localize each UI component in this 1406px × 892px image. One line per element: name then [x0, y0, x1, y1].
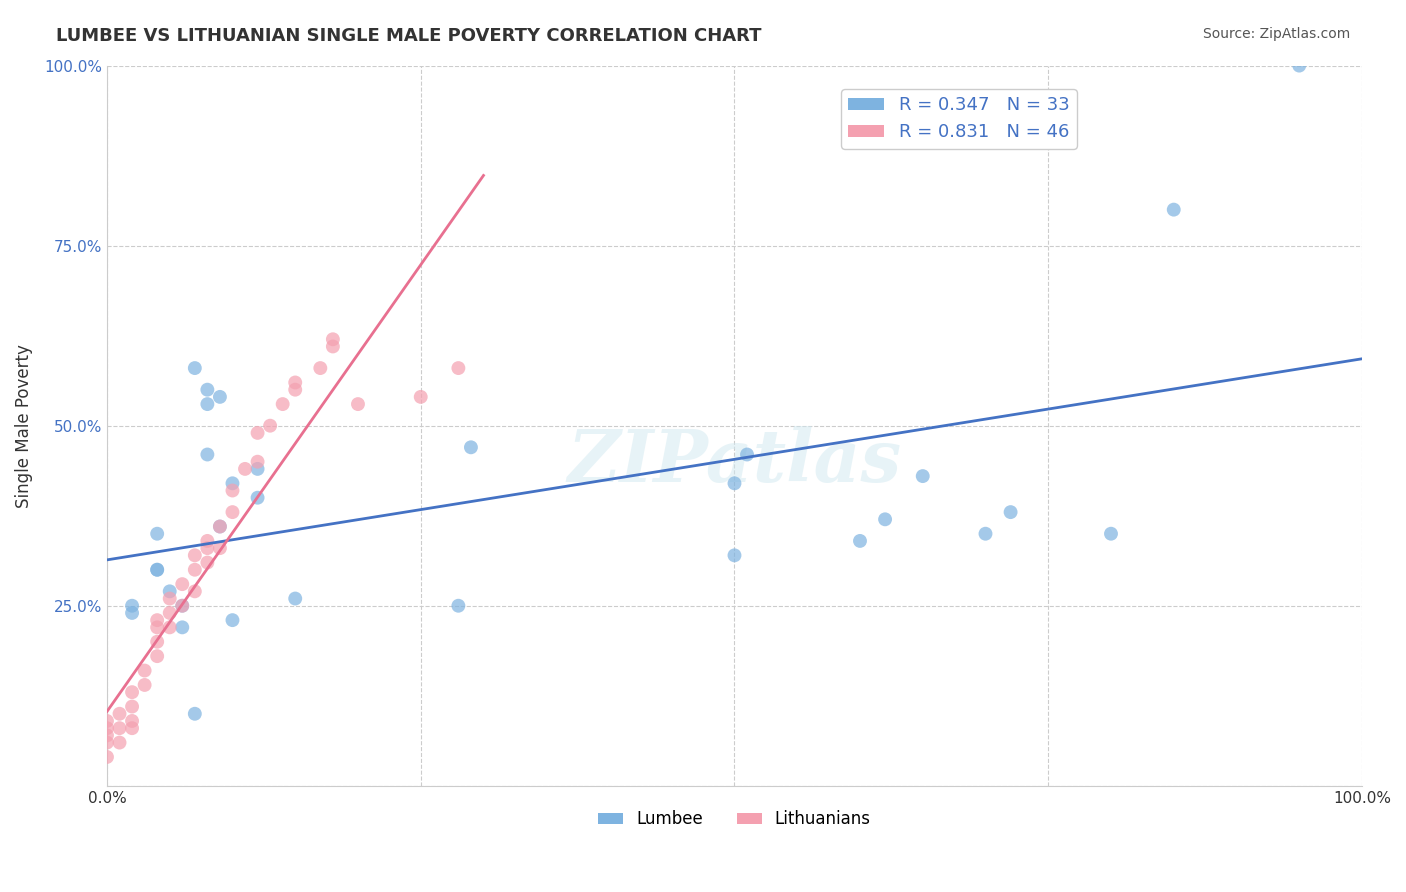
Lumbee: [735, 448, 758, 462]
Lithuanians: [146, 649, 169, 664]
Lithuanians: [322, 332, 344, 346]
Lithuanians: [322, 339, 344, 353]
Lithuanians: [184, 563, 207, 577]
Lithuanians: [121, 721, 143, 735]
Lumbee: [146, 563, 169, 577]
Lithuanians: [108, 735, 131, 749]
Lithuanians: [146, 613, 169, 627]
Lumbee: [875, 512, 897, 526]
Lumbee: [723, 549, 745, 563]
Lumbee: [184, 361, 207, 376]
Lumbee: [1288, 59, 1310, 73]
Lithuanians: [208, 541, 231, 555]
Lumbee: [221, 476, 243, 491]
Lumbee: [1000, 505, 1022, 519]
Lithuanians: [246, 425, 269, 440]
Y-axis label: Single Male Poverty: Single Male Poverty: [15, 343, 32, 508]
Lithuanians: [96, 728, 118, 742]
Lithuanians: [172, 577, 194, 591]
Lithuanians: [96, 750, 118, 764]
Lumbee: [121, 606, 143, 620]
Lumbee: [284, 591, 307, 606]
Legend: Lumbee, Lithuanians: Lumbee, Lithuanians: [592, 804, 877, 835]
Lithuanians: [447, 361, 470, 376]
Lithuanians: [284, 376, 307, 390]
Lithuanians: [96, 735, 118, 749]
Lithuanians: [134, 678, 156, 692]
Lumbee: [246, 491, 269, 505]
Lumbee: [195, 383, 218, 397]
Lithuanians: [172, 599, 194, 613]
Lithuanians: [159, 620, 181, 634]
Lithuanians: [159, 591, 181, 606]
Text: LUMBEE VS LITHUANIAN SINGLE MALE POVERTY CORRELATION CHART: LUMBEE VS LITHUANIAN SINGLE MALE POVERTY…: [56, 27, 762, 45]
Lithuanians: [121, 685, 143, 699]
Lithuanians: [221, 505, 243, 519]
Lithuanians: [246, 455, 269, 469]
Lithuanians: [195, 533, 218, 548]
Lumbee: [208, 390, 231, 404]
Text: ZIPatlas: ZIPatlas: [568, 426, 901, 497]
Lithuanians: [96, 721, 118, 735]
Lithuanians: [108, 721, 131, 735]
Lithuanians: [195, 541, 218, 555]
Lumbee: [172, 599, 194, 613]
Lithuanians: [108, 706, 131, 721]
Lumbee: [1099, 526, 1122, 541]
Lumbee: [974, 526, 997, 541]
Lumbee: [159, 584, 181, 599]
Lithuanians: [146, 634, 169, 648]
Lumbee: [460, 440, 482, 454]
Lithuanians: [134, 664, 156, 678]
Lumbee: [447, 599, 470, 613]
Lithuanians: [309, 361, 332, 376]
Lumbee: [146, 563, 169, 577]
Text: Source: ZipAtlas.com: Source: ZipAtlas.com: [1202, 27, 1350, 41]
Lumbee: [1163, 202, 1185, 217]
Lithuanians: [284, 383, 307, 397]
Lithuanians: [159, 606, 181, 620]
Lumbee: [723, 476, 745, 491]
Lumbee: [208, 519, 231, 533]
Lumbee: [911, 469, 934, 483]
Lithuanians: [409, 390, 432, 404]
Lumbee: [849, 533, 872, 548]
Lithuanians: [184, 584, 207, 599]
Lithuanians: [184, 549, 207, 563]
Lithuanians: [146, 620, 169, 634]
Lithuanians: [271, 397, 294, 411]
Lithuanians: [121, 714, 143, 728]
Lithuanians: [96, 714, 118, 728]
Lumbee: [195, 397, 218, 411]
Lumbee: [146, 526, 169, 541]
Lithuanians: [221, 483, 243, 498]
Lumbee: [121, 599, 143, 613]
Lumbee: [246, 462, 269, 476]
Lithuanians: [208, 519, 231, 533]
Lumbee: [221, 613, 243, 627]
Lumbee: [195, 448, 218, 462]
Lithuanians: [233, 462, 256, 476]
Lithuanians: [347, 397, 370, 411]
Lithuanians: [259, 418, 281, 433]
Lithuanians: [121, 699, 143, 714]
Lumbee: [184, 706, 207, 721]
Lumbee: [172, 620, 194, 634]
Lithuanians: [195, 556, 218, 570]
